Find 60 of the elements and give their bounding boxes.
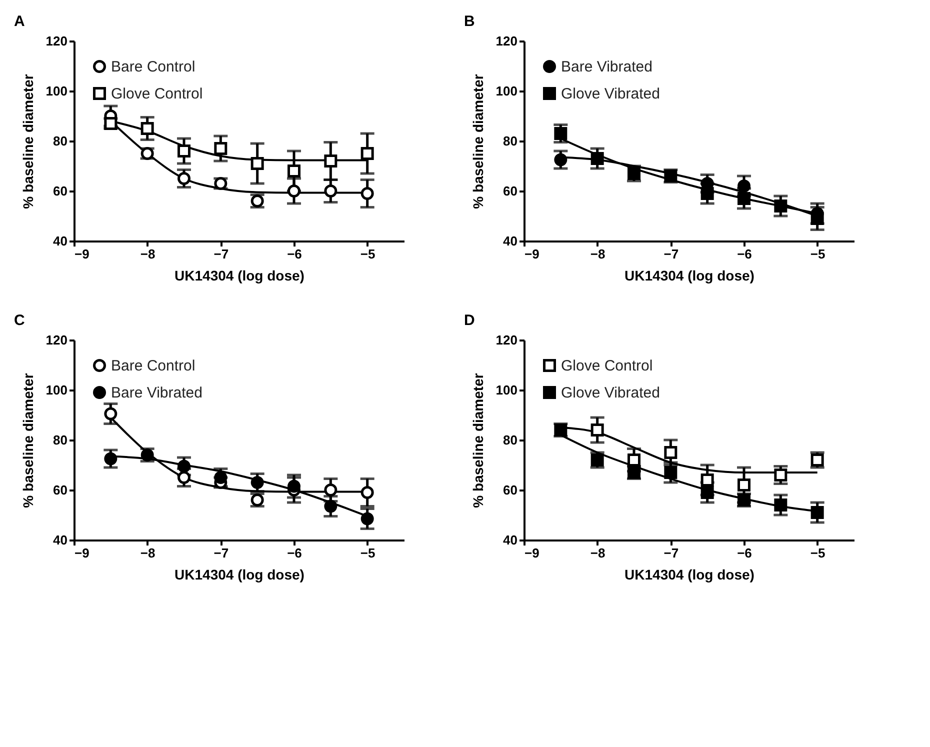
x-axis-title: UK14304 (log dose) — [624, 268, 754, 284]
legend-label: Bare Control — [111, 58, 196, 76]
x-tick-label: −5 — [360, 246, 376, 262]
y-tick-label: 80 — [503, 134, 518, 148]
y-tick-label: 40 — [53, 532, 68, 548]
x-tick-label: −7 — [214, 546, 229, 560]
y-axis-title: % baseline diameter — [470, 74, 486, 209]
y-tick-label: 80 — [53, 432, 68, 448]
x-tick-label: −7 — [664, 546, 679, 560]
y-tick-label: 120 — [496, 332, 518, 348]
x-tick-label: −6 — [737, 546, 752, 560]
legend-label: Bare Control — [111, 358, 196, 374]
y-tick-label: 100 — [46, 84, 68, 98]
x-tick-label: −7 — [664, 246, 679, 262]
x-tick-label: −5 — [360, 546, 376, 560]
y-tick-label: 120 — [496, 34, 518, 48]
x-tick-label: −8 — [590, 546, 606, 560]
y-tick-label: 100 — [496, 84, 518, 98]
y-tick-label: 80 — [53, 134, 68, 148]
y-axis-title: % baseline diameter — [20, 372, 36, 508]
x-axis-title: UK14304 (log dose) — [174, 566, 304, 582]
y-tick-label: 80 — [503, 432, 518, 448]
y-tick-label: 120 — [46, 332, 68, 348]
x-axis-title: UK14304 (log dose) — [624, 566, 754, 582]
x-tick-label: −5 — [810, 246, 826, 262]
x-tick-label: −5 — [810, 546, 826, 560]
x-tick-label: −6 — [287, 546, 302, 560]
x-tick-label: −6 — [287, 246, 302, 262]
x-tick-label: −9 — [524, 546, 540, 560]
chart-title: C — [14, 312, 25, 329]
legend-label: Glove Vibrated — [561, 384, 660, 402]
legend-label: Glove Control — [111, 86, 203, 102]
y-tick-label: 60 — [503, 184, 518, 198]
x-tick-label: −8 — [590, 246, 606, 262]
y-tick-label: 60 — [503, 482, 518, 498]
legend-label: Bare Vibrated — [561, 58, 652, 76]
y-axis-title: % baseline diameter — [20, 74, 36, 209]
x-axis-title: UK14304 (log dose) — [174, 268, 304, 284]
legend-label: Glove Control — [561, 358, 653, 374]
chart-title: D — [464, 312, 475, 329]
legend-label: Glove Vibrated — [561, 86, 660, 102]
x-tick-label: −9 — [524, 246, 540, 262]
y-axis-title: % baseline diameter — [470, 372, 486, 508]
chart-title: B — [464, 13, 475, 30]
y-tick-label: 40 — [503, 532, 518, 548]
legend-label: Bare Vibrated — [111, 384, 202, 402]
x-tick-label: −9 — [74, 246, 90, 262]
x-tick-label: −6 — [737, 246, 752, 262]
y-tick-label: 60 — [53, 184, 68, 198]
x-tick-label: −7 — [214, 246, 229, 262]
y-tick-label: 100 — [496, 382, 518, 398]
x-tick-label: −8 — [140, 546, 156, 560]
y-tick-label: 100 — [46, 382, 68, 398]
y-tick-label: 40 — [503, 234, 518, 248]
x-tick-label: −9 — [74, 546, 90, 560]
y-tick-label: 40 — [53, 234, 68, 248]
x-tick-label: −8 — [140, 246, 156, 262]
chart-title: A — [14, 13, 25, 30]
y-tick-label: 120 — [46, 34, 68, 48]
y-tick-label: 60 — [53, 482, 68, 498]
